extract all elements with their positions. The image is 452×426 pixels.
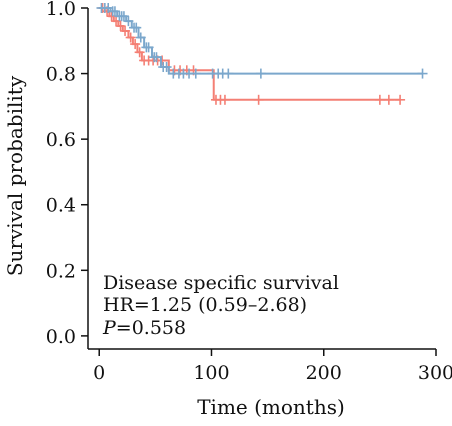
censor-mark	[255, 68, 266, 79]
censor-mark	[143, 42, 154, 53]
tick-marks: 0 100 200 300 0.0 0.2 0.4 0.6 0.8 1.0	[46, 0, 452, 384]
x-tick-label: 300	[418, 362, 452, 384]
censor-mark	[151, 52, 162, 63]
censor-mark	[134, 47, 145, 58]
censor-mark	[109, 6, 120, 17]
censor-mark	[374, 94, 385, 105]
x-tick-label: 200	[306, 362, 342, 384]
censor-mark	[135, 32, 146, 43]
censor-mark	[383, 94, 394, 105]
censor-mark	[253, 94, 264, 105]
censor-mark	[219, 94, 230, 105]
y-tick-label: 0.2	[46, 260, 76, 282]
annotation-hr: HR=1.25 (0.59–2.68)	[103, 294, 307, 316]
censor-mark	[130, 39, 141, 50]
y-tick-label: 1.0	[46, 0, 76, 20]
censor-mark	[223, 68, 234, 79]
y-tick-label: 0.4	[46, 195, 76, 217]
censor-mark	[115, 21, 126, 32]
x-tick-label: 0	[93, 362, 105, 384]
survival-curve-2	[99, 7, 423, 75]
censor-mark	[125, 32, 136, 43]
censor-mark	[417, 68, 428, 79]
plot-area	[96, 3, 428, 105]
y-tick-label: 0.8	[46, 64, 76, 86]
y-tick-label: 0.0	[46, 326, 76, 348]
annotation-block: Disease specific survival HR=1.25 (0.59–…	[102, 272, 339, 339]
censor-mark	[157, 55, 168, 66]
x-axis-title: Time (months)	[197, 395, 345, 419]
censor-mark	[123, 16, 134, 27]
axes	[87, 8, 436, 350]
censor-mark	[118, 11, 129, 22]
censor-mark	[120, 25, 131, 36]
annotation-title: Disease specific survival	[103, 272, 339, 294]
x-tick-label: 100	[193, 362, 229, 384]
p-label: P	[102, 317, 117, 339]
annotation-pvalue: P=0.558	[102, 317, 186, 339]
censor-mark	[131, 22, 142, 33]
survival-curve-1	[99, 7, 401, 101]
censor-mark	[395, 94, 406, 105]
censor-mark	[161, 62, 172, 73]
y-tick-label: 0.6	[46, 129, 76, 151]
p-value: =0.558	[116, 317, 186, 339]
y-axis-title: Survival probability	[3, 75, 27, 276]
censor-mark	[190, 68, 201, 79]
